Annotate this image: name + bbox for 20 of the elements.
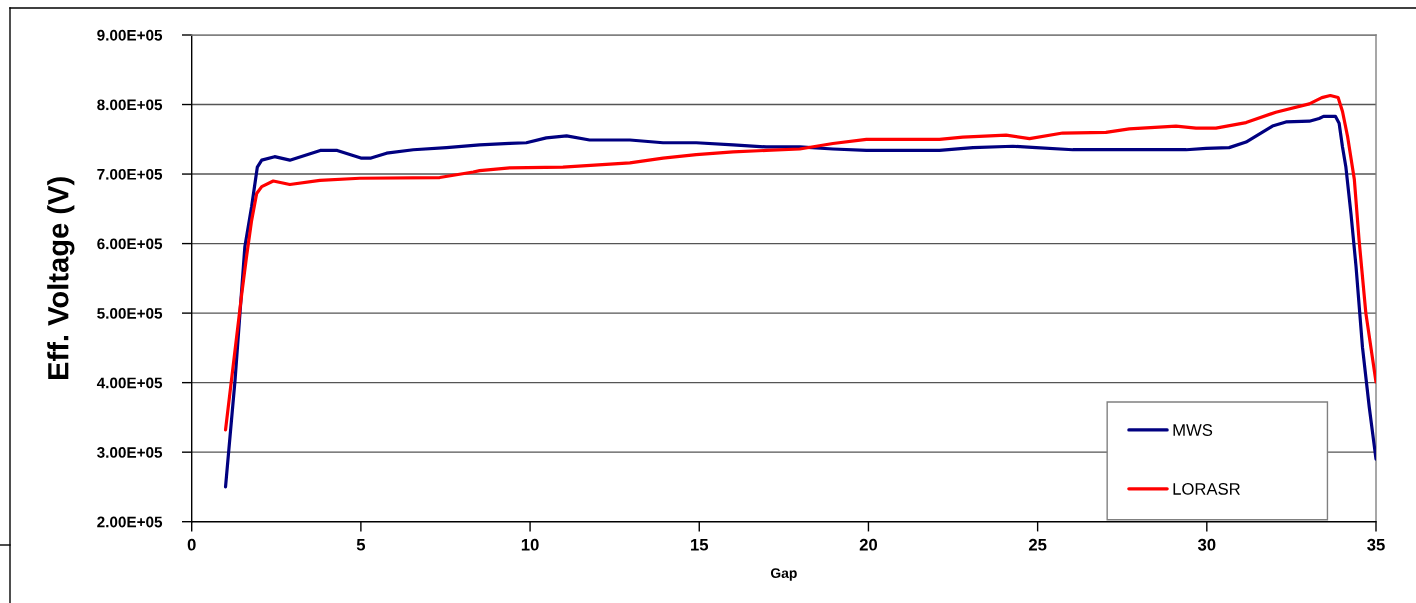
legend-label: LORASR xyxy=(1173,482,1240,495)
y-tick-label: 5.00E+05 xyxy=(97,307,163,319)
y-tick-label: 3.00E+05 xyxy=(97,447,163,458)
x-tick-label: 30 xyxy=(1197,538,1216,551)
y-axis-title: Eff. Voltage (V) xyxy=(47,177,75,380)
x-tick-label: 35 xyxy=(1367,538,1385,551)
x-tick-label: 25 xyxy=(1028,538,1047,551)
y-tick-label: 4.00E+05 xyxy=(96,377,163,389)
y-tick-label: 8.00E+05 xyxy=(97,99,163,111)
x-axis-title: Gap xyxy=(770,568,797,581)
y-tick-label: 7.00E+05 xyxy=(97,168,163,180)
y-tick-label: 2.00E+05 xyxy=(97,516,163,528)
x-tick-label: 15 xyxy=(691,538,709,551)
legend-label: MWS xyxy=(1173,424,1213,436)
x-tick-label: 10 xyxy=(521,538,539,551)
x-tick-label: 20 xyxy=(859,538,878,551)
y-tick-label: 9.00E+05 xyxy=(97,29,163,41)
x-tick-label: 0 xyxy=(187,538,196,551)
x-tick-label: 5 xyxy=(356,538,366,551)
y-tick-label: 6.00E+05 xyxy=(97,238,163,250)
